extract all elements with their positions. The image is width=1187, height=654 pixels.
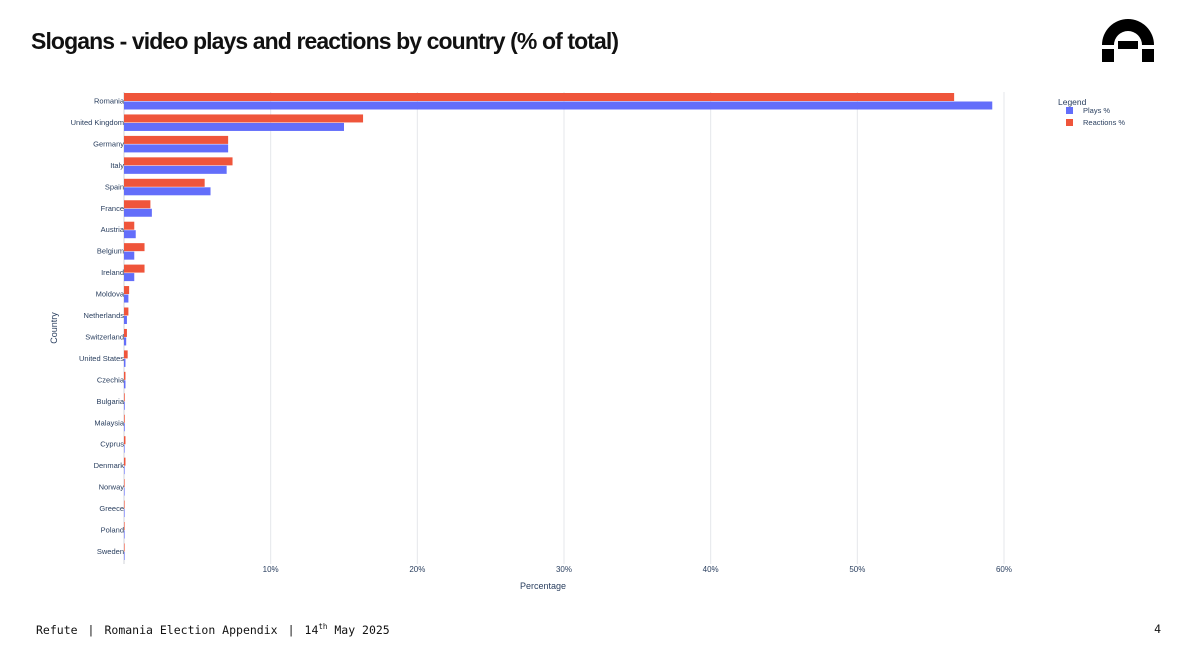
bar-reactions (124, 479, 125, 488)
y-tick-label: Poland (101, 526, 124, 535)
x-tick-label: 30% (556, 565, 572, 574)
refute-logo-icon (1102, 19, 1154, 62)
x-tick-label: 10% (263, 565, 279, 574)
footer-date-rest: May 2025 (334, 622, 390, 637)
y-tick-label: Italy (110, 161, 124, 170)
bar-reactions (124, 264, 145, 273)
bar-plays (124, 316, 127, 324)
bar-reactions (124, 457, 126, 466)
x-tick-label: 50% (849, 565, 865, 574)
y-tick-label: Sweden (97, 547, 124, 556)
y-tick-label: Netherlands (84, 311, 125, 320)
y-tick-label: Norway (99, 483, 125, 492)
legend-label: Plays % (1083, 106, 1110, 115)
bar-reactions (124, 350, 128, 359)
y-tick-label: Denmark (94, 461, 125, 470)
footer-separator: | (87, 622, 95, 637)
y-tick-label: Cyprus (100, 440, 124, 449)
y-tick-label: Germany (93, 139, 124, 148)
bar-plays (124, 122, 344, 131)
bar-reactions (124, 286, 130, 295)
y-tick-label: Belgium (97, 247, 124, 256)
bar-plays (124, 358, 126, 367)
y-tick-label: Malaysia (94, 418, 124, 427)
bar-reactions (124, 500, 125, 509)
bar-reactions (124, 178, 205, 187)
footer-report: Romania Election Appendix (104, 622, 278, 637)
y-tick-label: France (101, 204, 124, 213)
x-axis-title: Percentage (520, 581, 566, 591)
y-tick-label: Romania (94, 97, 125, 106)
y-axis-title: Country (49, 312, 59, 344)
y-tick-label: Czechia (97, 375, 125, 384)
bar-plays (124, 294, 129, 303)
bar-reactions (124, 393, 125, 402)
bar-plays (124, 530, 125, 539)
legend-swatch (1066, 107, 1073, 114)
bar-plays (124, 273, 135, 282)
y-tick-label: Greece (99, 504, 124, 513)
x-tick-label: 40% (703, 565, 719, 574)
bar-plays (124, 423, 125, 432)
footer-date-day: 14 (304, 622, 319, 637)
legend-swatch (1066, 119, 1073, 126)
page-number: 4 (1154, 622, 1161, 636)
y-tick-label: Switzerland (85, 332, 124, 341)
legend-title: Legend (1058, 97, 1087, 107)
y-tick-label: Ireland (101, 268, 124, 277)
y-tick-label: United Kingdom (71, 118, 124, 127)
y-tick-label: United States (79, 354, 124, 363)
bar-plays (124, 165, 227, 174)
legend-label: Reactions % (1083, 118, 1125, 127)
x-tick-label: 20% (409, 565, 425, 574)
bar-plays (124, 444, 125, 453)
bar-reactions (124, 114, 364, 123)
bar-plays (124, 337, 127, 346)
bar-plays (124, 208, 152, 217)
bar-plays (124, 487, 125, 496)
bar-reactions (124, 200, 151, 209)
bar-reactions (124, 328, 127, 337)
bar-reactions (124, 157, 233, 166)
bar-reactions (124, 243, 145, 252)
bar-plays (124, 101, 993, 110)
footer-separator: | (287, 622, 295, 637)
bar-plays (124, 144, 229, 153)
bar-plays (124, 509, 125, 518)
bar-reactions (124, 93, 955, 101)
bar-plays (124, 187, 211, 196)
bar-plays (124, 401, 125, 410)
y-tick-label: Moldova (96, 290, 125, 299)
bar-reactions (124, 543, 125, 552)
x-tick-label: 60% (996, 565, 1012, 574)
footer-brand: Refute (36, 622, 78, 637)
bar-plays (124, 251, 135, 260)
bar-reactions (124, 371, 126, 380)
footer: Refute | Romania Election Appendix | 14th Ma… (36, 622, 390, 637)
y-tick-label: Spain (105, 182, 124, 191)
y-tick-label: Austria (101, 225, 125, 234)
y-tick-label: Bulgaria (96, 397, 124, 406)
footer-date-suffix: th (318, 622, 328, 631)
bar-plays (124, 380, 126, 389)
bar-plays (124, 230, 136, 239)
bar-reactions (124, 436, 126, 445)
bar-plays (124, 551, 125, 560)
bar-reactions (124, 221, 135, 230)
bar-reactions (124, 522, 125, 530)
bar-reactions (124, 135, 229, 144)
bar-reactions (124, 307, 129, 316)
bar-reactions (124, 414, 125, 423)
page-title: Slogans - video plays and reactions by c… (31, 28, 619, 54)
bar-plays (124, 466, 125, 475)
